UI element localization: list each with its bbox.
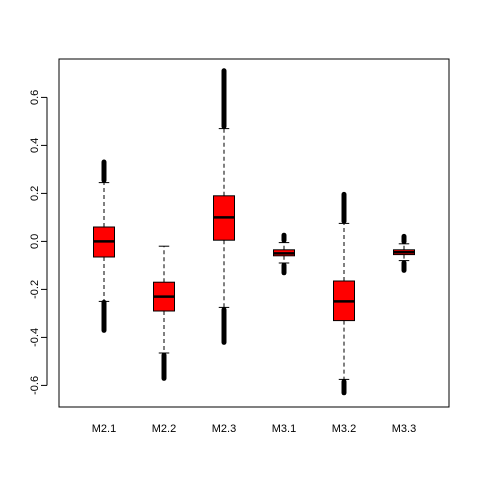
lower-outliers bbox=[101, 299, 107, 333]
y-tick-label: -0.2 bbox=[29, 280, 41, 299]
y-tick-label: -0.6 bbox=[29, 376, 41, 395]
y-tick-label: 0.2 bbox=[29, 186, 41, 201]
plot-frame bbox=[58, 58, 450, 408]
box-group bbox=[93, 159, 115, 333]
y-tick-label: 0.6 bbox=[29, 90, 41, 105]
y-tick-label: -0.4 bbox=[29, 328, 41, 347]
upper-outliers bbox=[101, 159, 107, 183]
y-tick-label: 0.4 bbox=[29, 138, 41, 153]
box-series bbox=[93, 68, 415, 396]
upper-outliers bbox=[401, 233, 407, 245]
upper-outliers bbox=[281, 232, 287, 243]
y-axis: -0.6 -0.4 -0.2 0.0 0.2 0.4 0.6 bbox=[29, 90, 48, 395]
x-tick-label: M2.2 bbox=[152, 423, 176, 435]
x-tick-label: M2.3 bbox=[212, 423, 236, 435]
x-tick-label: M3.2 bbox=[332, 423, 356, 435]
box-group bbox=[333, 191, 355, 396]
lower-outliers bbox=[341, 379, 347, 396]
lower-outliers bbox=[161, 352, 167, 381]
box-group bbox=[213, 68, 235, 345]
x-axis: M2.1 M2.2 M2.3 M3.1 M3.2 M3.3 bbox=[92, 423, 416, 435]
y-tick-label: 0.0 bbox=[29, 234, 41, 249]
lower-outliers bbox=[281, 262, 287, 276]
box-group bbox=[393, 233, 415, 273]
box-group bbox=[273, 232, 295, 276]
lower-outliers bbox=[401, 260, 407, 273]
x-tick-label: M3.1 bbox=[272, 423, 296, 435]
box-group bbox=[153, 245, 175, 381]
upper-outliers bbox=[221, 68, 227, 129]
lower-outliers bbox=[221, 307, 227, 345]
x-tick-label: M3.3 bbox=[392, 423, 416, 435]
x-tick-label: M2.1 bbox=[92, 423, 116, 435]
upper-outliers bbox=[341, 191, 347, 224]
